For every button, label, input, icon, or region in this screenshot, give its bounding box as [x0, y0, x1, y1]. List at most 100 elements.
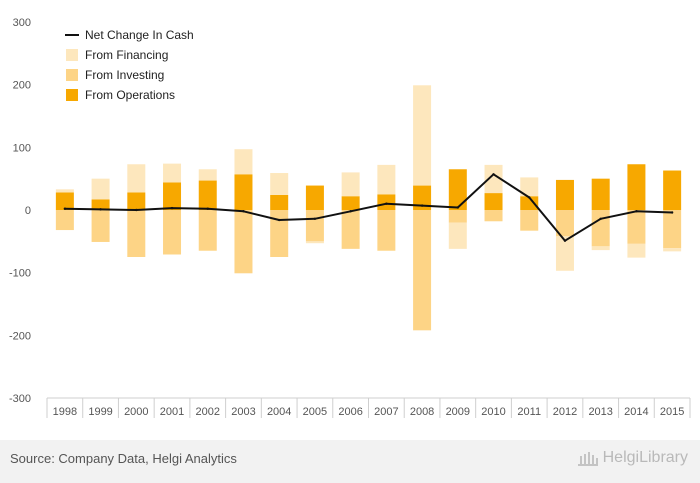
bar-from-operations [413, 185, 432, 210]
x-tick-label: 2011 [517, 406, 541, 418]
logo-text: HelgiLibrary [602, 449, 688, 466]
bar-from-operations [555, 179, 574, 210]
x-tick-label: 2009 [446, 406, 470, 418]
legend: Net Change In Cash From Financing From Inv… [65, 28, 194, 102]
bar-from-operations [305, 185, 324, 210]
line-point [635, 210, 638, 213]
x-tick-label: 1999 [88, 406, 112, 418]
bar-from-financing [484, 164, 503, 194]
x-tick-label: 2001 [160, 406, 184, 418]
bar-from-operations [55, 192, 74, 210]
bar-from-investing [663, 210, 682, 249]
bar-from-operations [270, 194, 289, 210]
bar-from-financing [270, 173, 289, 195]
bar-from-operations [448, 169, 467, 210]
bar-from-investing [555, 210, 574, 237]
bar-from-investing [591, 210, 610, 247]
bar-from-financing [591, 246, 610, 251]
line-point [420, 204, 424, 207]
bar-from-investing [484, 210, 503, 222]
x-tick-label: 2010 [481, 406, 505, 418]
legend-swatch [66, 69, 78, 81]
bar-from-operations [484, 193, 503, 210]
bar-from-operations [198, 180, 217, 210]
bar-from-financing [555, 236, 574, 271]
x-tick-label: 2015 [660, 406, 684, 418]
bar-from-operations [341, 196, 360, 210]
bar-from-financing [163, 163, 182, 183]
x-tick-label: 2005 [303, 406, 327, 418]
bar-from-financing [341, 172, 360, 197]
chart: -300 -200 -100 0 100 200 300 1998 1999 2000 2001 20… [9, 17, 691, 418]
bar-from-investing [413, 210, 432, 331]
line-series [64, 173, 673, 242]
bar-from-operations [163, 182, 182, 210]
y-tick-label: 100 [13, 142, 31, 154]
bar-from-operations [520, 196, 539, 210]
bar-from-investing [55, 210, 74, 231]
net-change-line [63, 173, 674, 242]
bar-from-investing [127, 210, 146, 257]
line-point [313, 217, 317, 220]
line-point [99, 208, 102, 211]
x-tick-label: 1998 [53, 406, 77, 418]
y-tick-label: 0 [25, 205, 31, 217]
x-tick-label: 2002 [196, 406, 220, 418]
legend-swatch [66, 89, 78, 101]
line-point [170, 206, 174, 210]
x-tick-label: 2012 [553, 406, 577, 418]
bar-from-financing [127, 164, 146, 193]
bars [55, 85, 682, 331]
bar-from-investing [305, 210, 324, 242]
x-tick-label: 2013 [588, 406, 612, 418]
bar-from-investing [341, 210, 360, 249]
bar-from-financing [413, 85, 432, 186]
line-point [385, 202, 388, 205]
bar-from-operations [663, 170, 682, 210]
bar-from-investing [91, 210, 110, 242]
legend-label: From Operations [85, 88, 175, 102]
x-tick-label: 2006 [338, 406, 362, 418]
y-tick-label: 300 [13, 17, 31, 29]
bar-from-investing [627, 210, 646, 244]
bar-from-operations [127, 192, 146, 210]
bar-from-investing [234, 210, 253, 274]
bar-from-financing [377, 164, 396, 195]
line-point [277, 218, 281, 222]
bar-from-investing [270, 210, 289, 257]
x-tick-label: 2014 [624, 406, 648, 418]
bar-from-investing [163, 210, 182, 255]
line-point [206, 207, 209, 210]
x-tick-label: 2007 [374, 406, 398, 418]
bar-from-operations [627, 164, 646, 210]
helgi-library-logo[interactable]: HelgiLibrary [577, 449, 688, 467]
y-tick-label: -300 [9, 393, 31, 405]
legend-label: Net Change In Cash [85, 28, 194, 42]
bar-from-investing [520, 210, 539, 231]
line-point [528, 196, 531, 199]
bar-from-financing [305, 241, 324, 244]
line-point [563, 239, 567, 242]
y-tick-label: -200 [9, 330, 31, 342]
library-building-icon [577, 452, 598, 466]
bar-from-financing [198, 169, 217, 181]
axes: -300 -200 -100 0 100 200 300 1998 1999 2000 2001 20… [9, 17, 691, 418]
bar-from-financing [448, 222, 467, 249]
bar-from-financing [663, 248, 682, 252]
line-point [242, 210, 245, 213]
footer: Source: Company Data, Helgi Analytics He… [0, 440, 700, 483]
legend-label: From Financing [85, 48, 168, 62]
x-tick-label: 2003 [231, 406, 255, 418]
line-point [349, 210, 352, 213]
legend-label: From Investing [85, 68, 164, 82]
line-point [492, 173, 495, 176]
x-tick-label: 2008 [410, 406, 434, 418]
line-point [135, 208, 138, 212]
line-point [456, 206, 460, 209]
line-point [63, 207, 67, 210]
bar-from-financing [91, 178, 110, 200]
bar-from-operations [234, 174, 253, 210]
x-tick-label: 2004 [267, 406, 291, 418]
bar-from-operations [377, 194, 396, 210]
bar-from-financing [55, 189, 74, 193]
